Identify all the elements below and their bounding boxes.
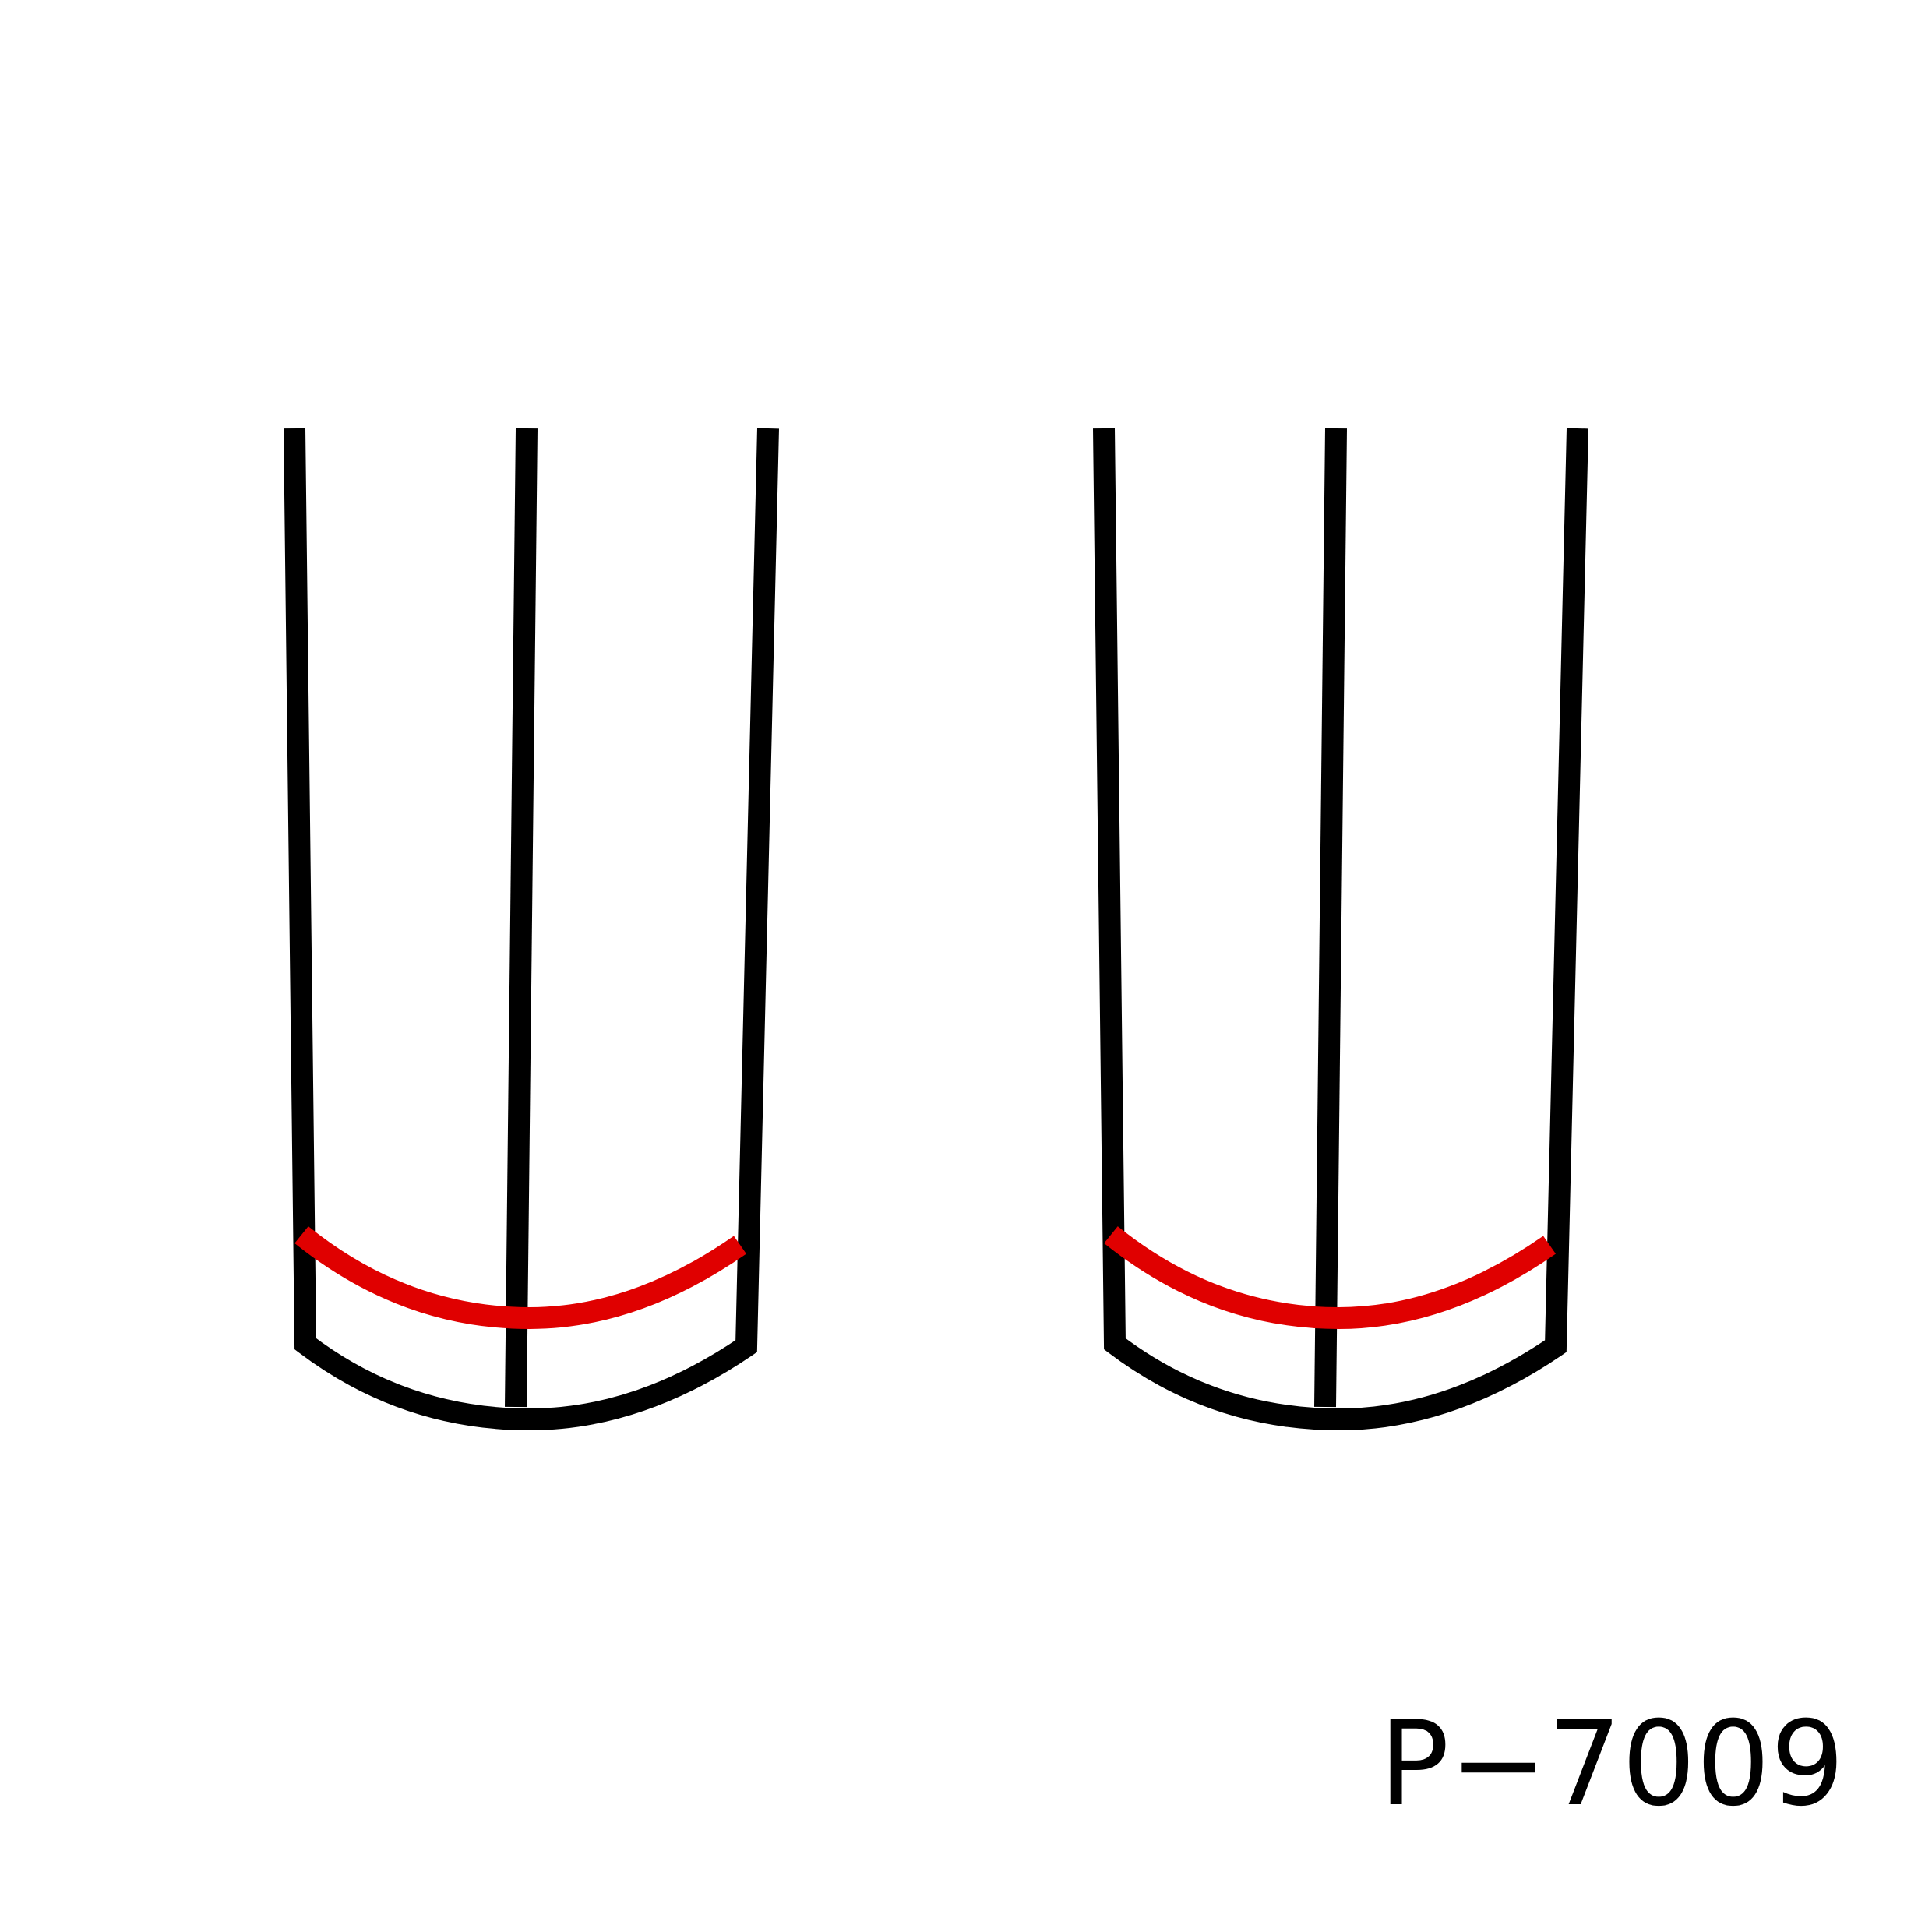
right-figure-center-line bbox=[1314, 428, 1347, 1408]
left-figure-outer-outline bbox=[284, 428, 779, 1431]
right-figure-outer-outline bbox=[1093, 428, 1588, 1431]
figure-right bbox=[1093, 428, 1588, 1431]
part-code-label: P−7009 bbox=[1379, 1697, 1845, 1832]
left-figure-red-curve bbox=[294, 1226, 746, 1330]
left-figure-center-line bbox=[505, 428, 538, 1408]
right-figure-red-curve bbox=[1104, 1226, 1556, 1330]
figure-left bbox=[284, 428, 779, 1431]
